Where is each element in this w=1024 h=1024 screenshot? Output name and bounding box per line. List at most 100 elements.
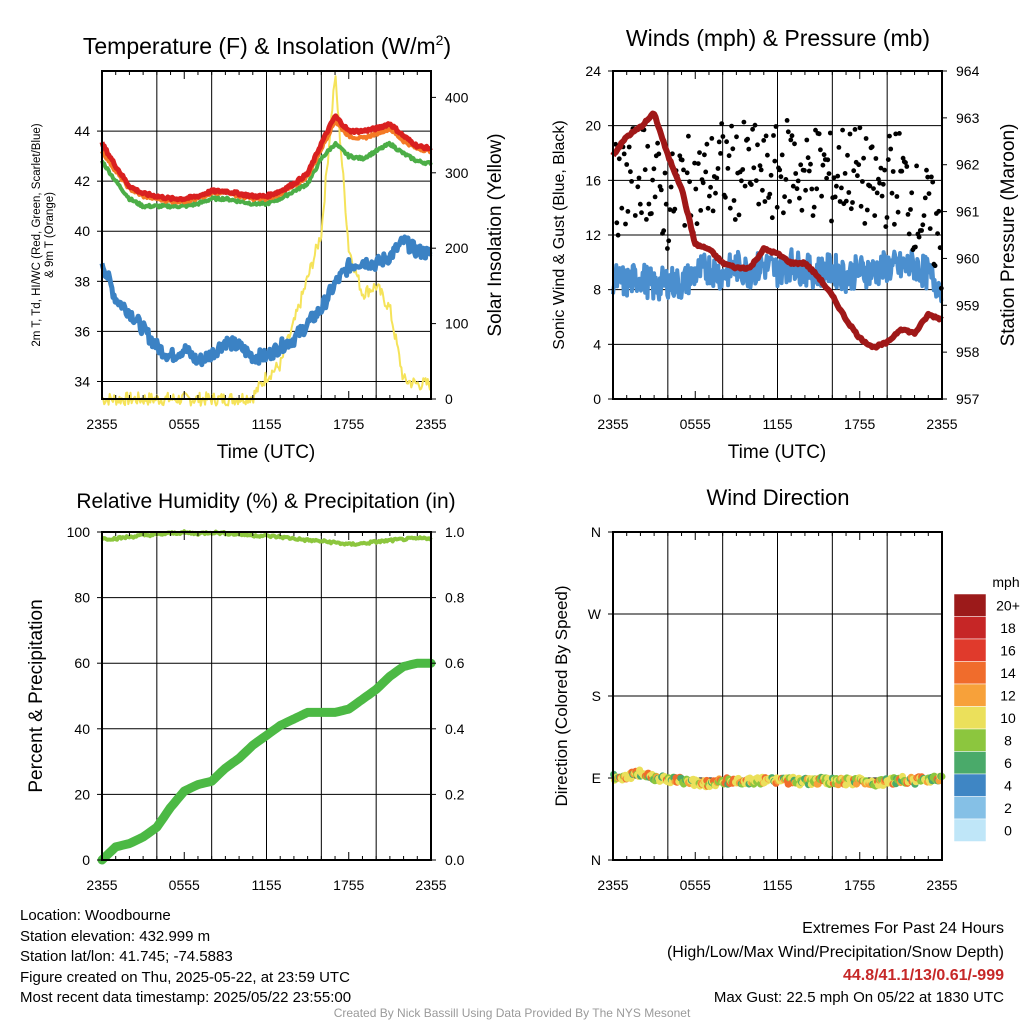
x-tick-label: 1755: [844, 416, 875, 432]
gust-point: [619, 205, 625, 211]
gust-point: [718, 151, 723, 156]
speed-legend-label: 2: [1004, 800, 1012, 816]
gust-point: [930, 179, 936, 185]
speed-legend-swatch: [953, 661, 987, 685]
gust-point: [715, 166, 721, 171]
gust-point: [663, 201, 669, 207]
gust-point: [755, 142, 760, 148]
y-right-tick-label: 0.2: [445, 786, 465, 802]
gust-point: [869, 144, 875, 150]
gust-point: [803, 187, 808, 193]
y-right-tick-label: 400: [445, 89, 469, 105]
y-tick-label: 80: [74, 590, 90, 606]
gust-point: [732, 217, 738, 222]
gust-point: [682, 223, 688, 228]
gust-point: [710, 208, 716, 214]
hi-wc-line: [99, 234, 433, 368]
wind-direction-points: [610, 766, 946, 791]
gust-point: [820, 162, 826, 168]
gust-point: [713, 190, 718, 196]
y-right-tick-label: 958: [956, 344, 980, 360]
gust-point: [795, 178, 801, 184]
gust-point: [644, 217, 649, 222]
x-tick-label: 1755: [333, 877, 364, 893]
gust-point: [906, 231, 912, 237]
gust-point: [819, 193, 824, 199]
gust-point: [656, 151, 662, 157]
gust-point: [855, 173, 860, 179]
gust-point: [765, 152, 770, 158]
gust-point: [872, 213, 878, 219]
wind-direction-y-axis-label: Direction (Colored By Speed): [552, 585, 571, 806]
gust-point: [761, 138, 767, 143]
y-tick-label: 0: [82, 852, 90, 868]
station-elevation: Station elevation: 432.999 m: [20, 927, 211, 945]
gust-point: [826, 171, 832, 177]
gust-point: [834, 183, 839, 189]
gust-point: [741, 119, 747, 125]
gust-point: [885, 157, 891, 163]
gust-point: [668, 184, 674, 190]
gust-point: [642, 167, 648, 173]
gust-point: [719, 121, 725, 126]
y-tick-label: E: [592, 770, 601, 786]
temperature-y-axis-label-line-2: & 9m T (Orange): [44, 192, 56, 278]
gust-point: [726, 153, 732, 159]
gust-point: [670, 151, 675, 157]
gust-point: [661, 228, 667, 234]
gust-point: [636, 175, 642, 181]
x-tick-label: 1755: [333, 416, 364, 432]
gust-point: [772, 158, 778, 164]
y-tick-label: 0: [593, 391, 601, 407]
speed-legend-label: 18: [1000, 620, 1016, 636]
gust-point: [695, 161, 701, 167]
speed-legend-label: 6: [1004, 755, 1012, 771]
gust-point: [742, 183, 748, 189]
sonic-wind-line: [611, 247, 944, 304]
y-tick-label: N: [591, 524, 601, 540]
gust-point: [789, 133, 795, 139]
gust-point: [692, 160, 697, 166]
credit-line: Created By Nick Bassill Using Data Provi…: [333, 1006, 691, 1020]
gust-point: [693, 186, 699, 192]
gust-point: [740, 167, 746, 172]
gust-point: [805, 155, 811, 161]
y-right-tick-label: 100: [445, 316, 469, 332]
gust-point: [727, 205, 733, 211]
gust-point: [679, 157, 685, 163]
gust-point: [914, 163, 919, 169]
x-tick-label: 2355: [926, 877, 957, 893]
gust-point: [716, 139, 722, 145]
station-location: Location: Woodbourne: [20, 907, 171, 924]
gust-point: [908, 207, 913, 212]
gust-point: [624, 162, 630, 167]
x-tick-label: 2355: [415, 877, 446, 893]
speed-legend-swatch: [953, 751, 987, 775]
y-right-tick-label: 959: [956, 297, 980, 313]
gust-point: [892, 221, 897, 227]
y-right-tick-label: 200: [445, 240, 469, 256]
gust-point: [686, 133, 691, 139]
gust-point: [646, 201, 652, 207]
humidity-y-axis-label: Percent & Precipitation: [26, 599, 47, 792]
gust-point: [788, 137, 794, 143]
y-right-tick-label: 963: [956, 110, 980, 126]
gust-point: [781, 210, 786, 216]
gust-point: [847, 131, 853, 137]
gust-point: [829, 218, 834, 224]
y-tick-label: 40: [74, 721, 90, 737]
gust-point: [856, 162, 862, 168]
speed-legend-swatch: [953, 638, 987, 662]
gust-point: [632, 213, 638, 218]
dewpoint-line: [100, 140, 433, 210]
x-tick-label: 1155: [762, 877, 792, 893]
gust-point: [626, 144, 632, 150]
gust-point: [700, 180, 706, 186]
gust-point: [762, 199, 768, 204]
gust-point: [824, 175, 829, 181]
gust-point: [662, 170, 668, 176]
humidity-grid: [102, 532, 431, 860]
gust-point: [639, 210, 644, 216]
gust-point: [905, 212, 911, 217]
gust-point: [794, 186, 800, 192]
